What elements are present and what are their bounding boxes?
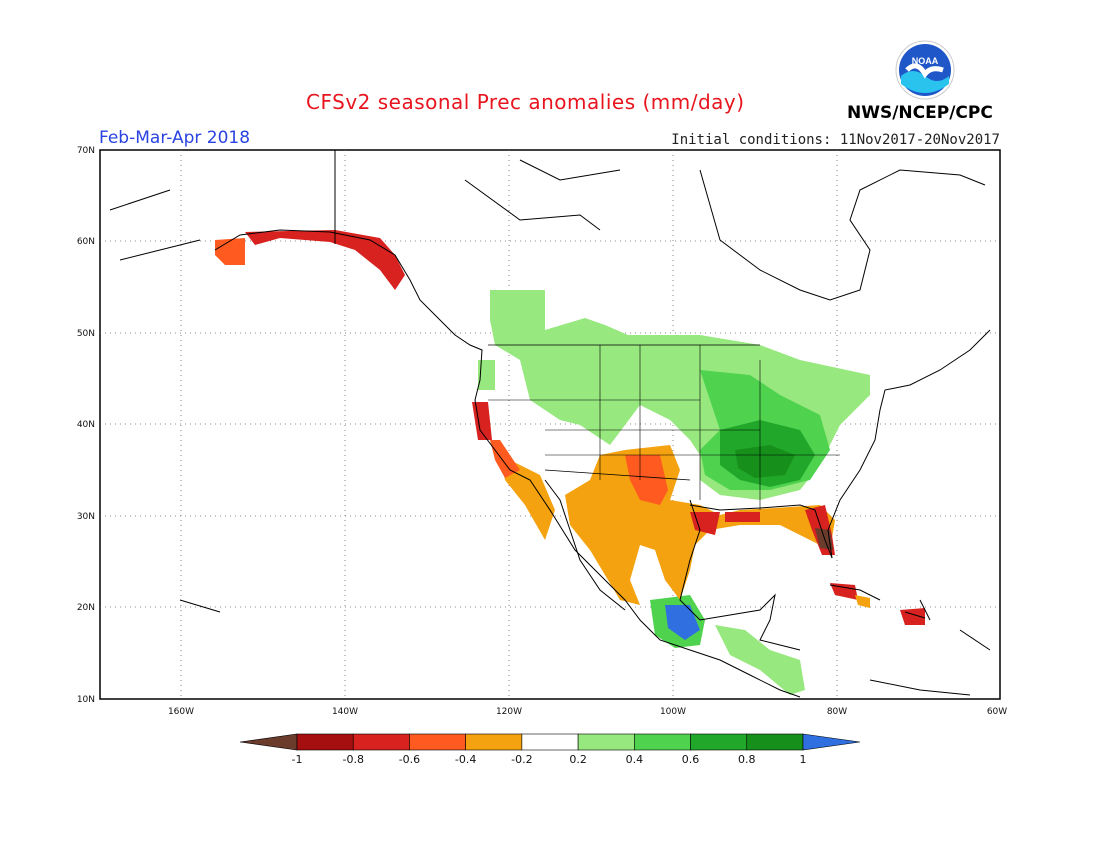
dry-anomaly-baja bbox=[500, 455, 555, 540]
colorbar-swatch bbox=[690, 733, 748, 751]
dry-anomaly-caribbean bbox=[830, 583, 925, 625]
colorbar-label: 0.8 bbox=[738, 753, 756, 766]
lon-label-60w: 60W bbox=[987, 707, 1007, 717]
lat-label-30n: 30N bbox=[77, 512, 95, 522]
lon-label-120w: 120W bbox=[496, 707, 522, 717]
wet-anomaly-core-dark bbox=[735, 445, 795, 478]
forecast-period: Feb-Mar-Apr 2018 bbox=[99, 128, 251, 148]
colorbar-swatch bbox=[296, 733, 354, 751]
map-frame bbox=[99, 149, 1001, 700]
anomaly-fields bbox=[215, 230, 925, 695]
colorbar-label: 0.4 bbox=[626, 753, 644, 766]
colorbar-label: 0.6 bbox=[682, 753, 700, 766]
dry-anomaly-texas bbox=[625, 455, 668, 505]
logo-text: NOAA bbox=[912, 56, 939, 66]
colorbar-swatch bbox=[746, 733, 804, 751]
colorbar-label: -0.4 bbox=[455, 753, 476, 766]
wet-anomaly-pacific-nw bbox=[478, 360, 495, 390]
colorbar-label: -0.6 bbox=[399, 753, 420, 766]
colorbar-swatch-max bbox=[802, 733, 861, 751]
colorbar-label: -1 bbox=[292, 753, 303, 766]
noaa-logo-icon: NOAA bbox=[895, 40, 955, 100]
lon-label-140w: 140W bbox=[332, 707, 358, 717]
very-wet-anomaly bbox=[665, 605, 700, 640]
lon-label-80w: 80W bbox=[827, 707, 847, 717]
colorbar-label: 1 bbox=[800, 753, 807, 766]
colorbar-label: 0.2 bbox=[569, 753, 587, 766]
colorbar-swatch bbox=[465, 733, 523, 751]
lon-label-160w: 160W bbox=[168, 707, 194, 717]
colorbar-label: -0.2 bbox=[511, 753, 532, 766]
lat-label-60n: 60N bbox=[77, 237, 95, 247]
coastlines bbox=[109, 150, 991, 698]
dry-anomaly-alaska bbox=[245, 230, 405, 290]
lon-label-100w: 100W bbox=[660, 707, 686, 717]
lat-label-50n: 50N bbox=[77, 329, 95, 339]
colorbar-swatch bbox=[352, 733, 410, 751]
lat-label-10n: 10N bbox=[77, 695, 95, 705]
map-title: CFSv2 seasonal Prec anomalies (mm/day) bbox=[306, 90, 745, 114]
colorbar: -1 -0.8 -0.6 -0.4 -0.2 0.2 0.4 0.6 0.8 1 bbox=[239, 733, 861, 766]
lat-label-40n: 40N bbox=[77, 420, 95, 430]
dry-anomaly-gulf-coast bbox=[690, 512, 760, 535]
initial-conditions: Initial conditions: 11Nov2017-20Nov2017 bbox=[671, 132, 1000, 148]
colorbar-label: -0.8 bbox=[342, 753, 363, 766]
dry-anomaly-socal bbox=[490, 440, 520, 478]
dry-anomaly-alaska-west bbox=[215, 238, 245, 265]
colorbar-swatch bbox=[634, 733, 691, 751]
dry-anomaly-cuba bbox=[855, 595, 870, 608]
wet-anomaly-central-america bbox=[715, 625, 805, 695]
colorbar-swatch-min bbox=[239, 733, 298, 751]
agency-label: NWS/NCEP/CPC bbox=[847, 103, 993, 123]
colorbar-swatch bbox=[409, 733, 466, 751]
lat-label-20n: 20N bbox=[77, 603, 95, 613]
colorbar-swatch bbox=[521, 733, 579, 751]
lat-label-70n: 70N bbox=[77, 146, 95, 156]
colorbar-swatch bbox=[577, 733, 635, 751]
